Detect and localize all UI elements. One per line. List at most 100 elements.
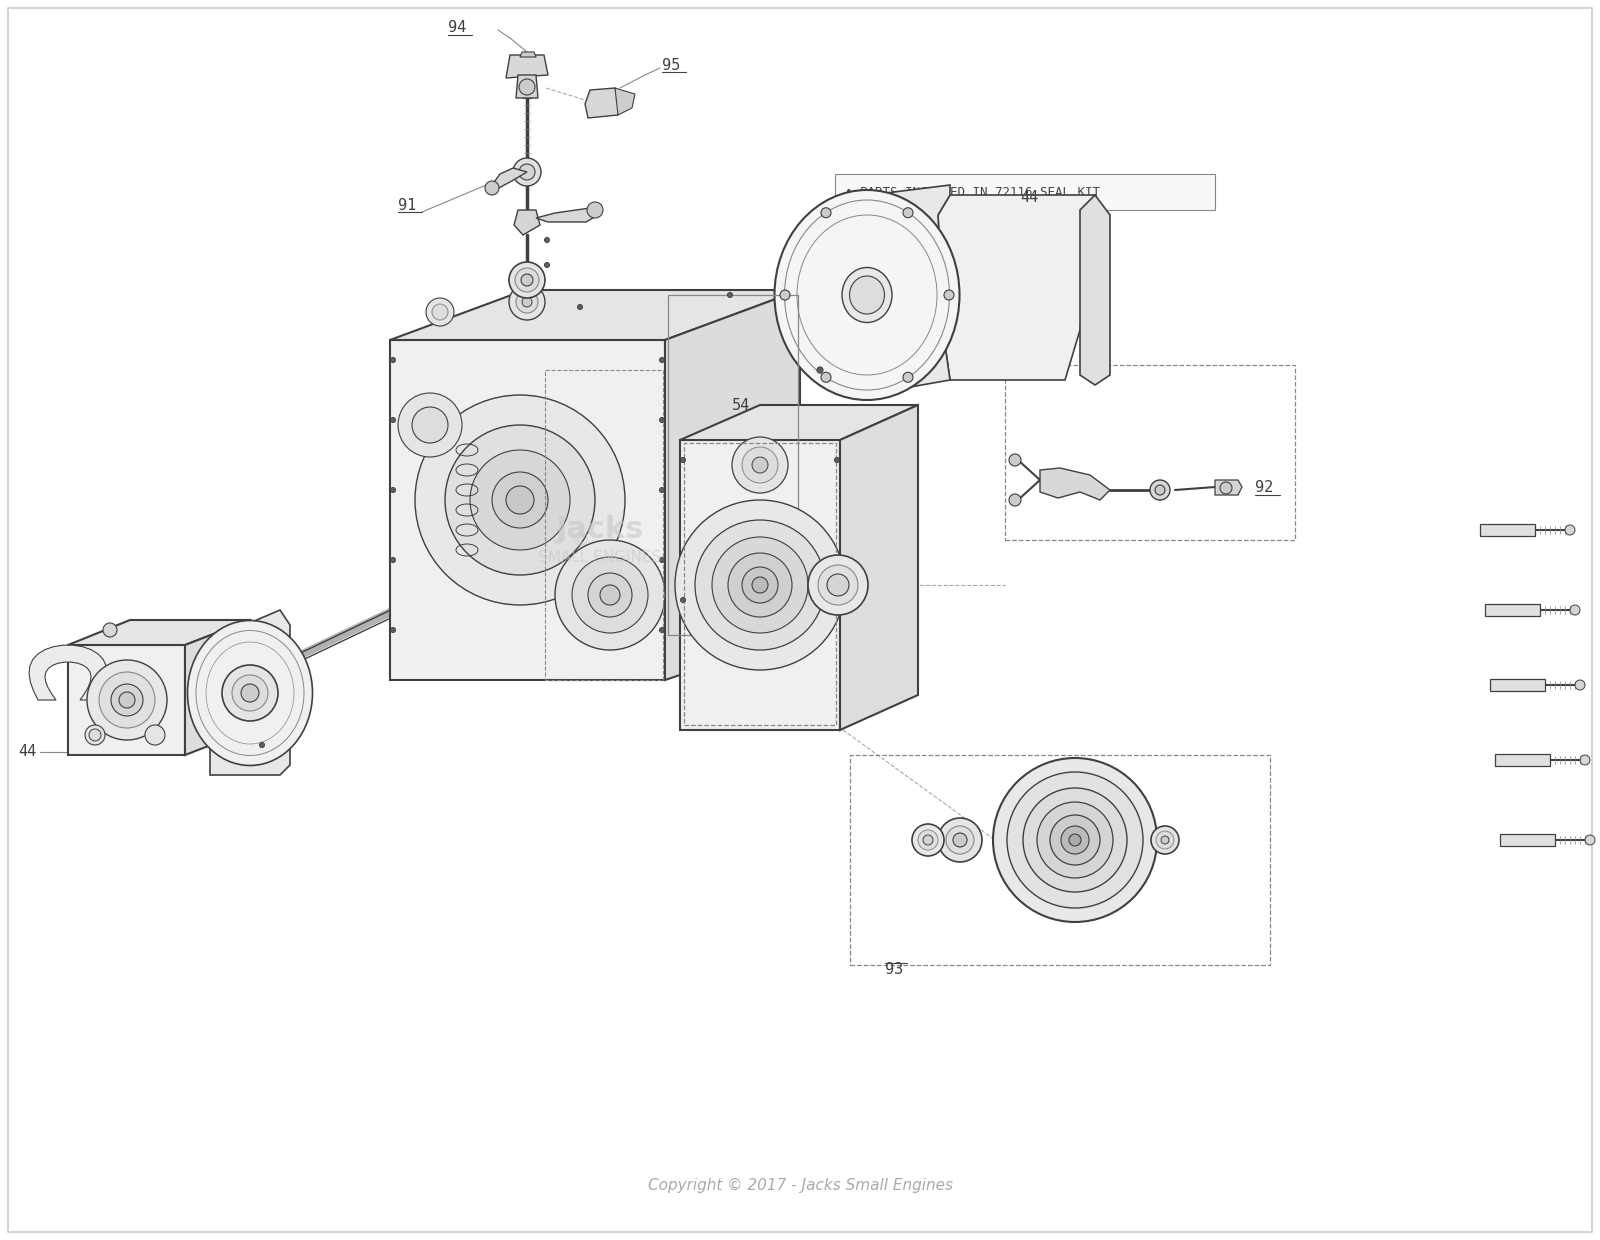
Ellipse shape bbox=[774, 190, 960, 401]
Circle shape bbox=[515, 268, 539, 291]
Circle shape bbox=[827, 574, 850, 596]
Circle shape bbox=[390, 418, 395, 423]
Circle shape bbox=[752, 577, 768, 593]
Text: 91: 91 bbox=[398, 197, 416, 212]
Polygon shape bbox=[938, 195, 1094, 379]
Circle shape bbox=[118, 692, 134, 708]
Circle shape bbox=[946, 826, 974, 854]
Ellipse shape bbox=[794, 310, 835, 360]
Circle shape bbox=[659, 357, 664, 362]
Circle shape bbox=[445, 425, 595, 575]
Circle shape bbox=[242, 684, 259, 702]
Text: • PARTS INCLUDED IN 72116 SEAL KIT: • PARTS INCLUDED IN 72116 SEAL KIT bbox=[845, 186, 1101, 198]
Text: 44: 44 bbox=[1021, 190, 1038, 205]
Text: 95: 95 bbox=[662, 57, 680, 72]
Circle shape bbox=[1010, 454, 1021, 466]
Circle shape bbox=[222, 665, 278, 720]
Polygon shape bbox=[493, 167, 526, 190]
Circle shape bbox=[1061, 826, 1090, 854]
Polygon shape bbox=[1040, 467, 1110, 500]
Circle shape bbox=[506, 486, 534, 515]
Polygon shape bbox=[666, 290, 800, 680]
Circle shape bbox=[485, 181, 499, 195]
Bar bbox=[669, 295, 798, 635]
Circle shape bbox=[146, 725, 165, 745]
Circle shape bbox=[259, 743, 264, 748]
Circle shape bbox=[426, 298, 454, 326]
Circle shape bbox=[544, 263, 549, 268]
Text: 93: 93 bbox=[885, 962, 904, 977]
Circle shape bbox=[102, 622, 117, 637]
Text: Copyright © 2017 - Jacks Small Engines: Copyright © 2017 - Jacks Small Engines bbox=[648, 1178, 952, 1193]
Circle shape bbox=[518, 164, 534, 180]
Polygon shape bbox=[29, 645, 107, 701]
Circle shape bbox=[902, 208, 914, 218]
Circle shape bbox=[902, 372, 914, 382]
Circle shape bbox=[659, 487, 664, 492]
Text: 94: 94 bbox=[448, 21, 466, 36]
Circle shape bbox=[522, 274, 533, 286]
Polygon shape bbox=[520, 52, 536, 57]
Bar bbox=[546, 370, 662, 680]
Polygon shape bbox=[515, 74, 538, 98]
Circle shape bbox=[518, 79, 534, 95]
Circle shape bbox=[1150, 826, 1179, 854]
Circle shape bbox=[555, 539, 666, 650]
Circle shape bbox=[509, 262, 546, 298]
Polygon shape bbox=[67, 645, 186, 755]
Bar bbox=[850, 755, 1270, 965]
Polygon shape bbox=[1480, 525, 1534, 536]
Ellipse shape bbox=[850, 277, 885, 314]
Text: SMALL ENGINES: SMALL ENGINES bbox=[538, 551, 662, 565]
Circle shape bbox=[398, 393, 462, 458]
Circle shape bbox=[728, 293, 733, 298]
Circle shape bbox=[587, 202, 603, 218]
Circle shape bbox=[90, 729, 101, 742]
Circle shape bbox=[390, 558, 395, 563]
Bar bbox=[685, 443, 835, 725]
Polygon shape bbox=[1214, 480, 1242, 495]
Circle shape bbox=[781, 290, 790, 300]
Circle shape bbox=[509, 284, 546, 320]
Circle shape bbox=[1570, 605, 1581, 615]
Circle shape bbox=[1006, 773, 1142, 908]
Polygon shape bbox=[390, 290, 800, 340]
Polygon shape bbox=[506, 55, 547, 78]
Polygon shape bbox=[614, 88, 635, 115]
Text: Jacks: Jacks bbox=[555, 516, 645, 544]
Polygon shape bbox=[1485, 604, 1539, 616]
Circle shape bbox=[1010, 494, 1021, 506]
Circle shape bbox=[1022, 787, 1126, 892]
Circle shape bbox=[522, 298, 531, 308]
Polygon shape bbox=[840, 405, 918, 730]
Polygon shape bbox=[536, 208, 598, 222]
Polygon shape bbox=[1080, 195, 1110, 384]
Circle shape bbox=[659, 418, 664, 423]
Circle shape bbox=[1565, 525, 1574, 534]
Polygon shape bbox=[851, 185, 950, 396]
Circle shape bbox=[413, 407, 448, 443]
Circle shape bbox=[752, 458, 768, 472]
Circle shape bbox=[1581, 755, 1590, 765]
Circle shape bbox=[390, 487, 395, 492]
Text: ©: © bbox=[570, 531, 590, 549]
Circle shape bbox=[954, 833, 966, 847]
Bar bbox=[835, 174, 1214, 210]
Polygon shape bbox=[680, 440, 840, 730]
Circle shape bbox=[733, 436, 787, 494]
Circle shape bbox=[938, 818, 982, 862]
Ellipse shape bbox=[806, 325, 824, 345]
Circle shape bbox=[99, 672, 155, 728]
Polygon shape bbox=[1490, 680, 1546, 691]
Circle shape bbox=[85, 725, 106, 745]
Ellipse shape bbox=[800, 317, 830, 352]
Circle shape bbox=[1150, 480, 1170, 500]
Circle shape bbox=[1162, 836, 1170, 844]
Circle shape bbox=[680, 458, 685, 463]
Circle shape bbox=[1221, 482, 1232, 494]
Circle shape bbox=[944, 290, 954, 300]
Circle shape bbox=[680, 598, 685, 603]
Polygon shape bbox=[586, 88, 621, 118]
Circle shape bbox=[493, 472, 547, 528]
Circle shape bbox=[675, 500, 845, 670]
